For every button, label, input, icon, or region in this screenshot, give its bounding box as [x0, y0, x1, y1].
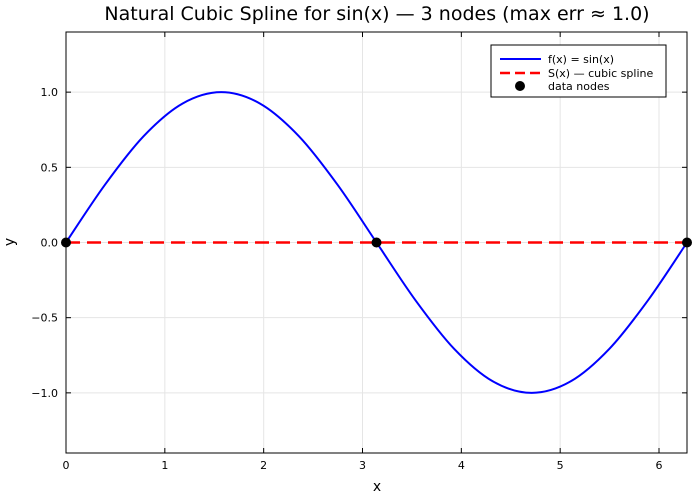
chart-title: Natural Cubic Spline for sin(x) — 3 node… — [104, 3, 649, 25]
x-tick-label: 3 — [359, 459, 366, 472]
y-axis-label: y — [2, 238, 18, 246]
data-node-marker — [371, 237, 382, 248]
y-tick-label: 0.5 — [41, 161, 59, 174]
x-tick-label: 5 — [557, 459, 564, 472]
x-tick-label: 2 — [260, 459, 267, 472]
x-tick-label: 0 — [63, 459, 70, 472]
legend-swatch-nodes — [515, 81, 525, 91]
y-tick-label: 1.0 — [41, 86, 59, 99]
y-tick-label: 0.0 — [41, 237, 59, 250]
x-axis-label: x — [373, 479, 381, 495]
y-tick-label: −0.5 — [31, 312, 58, 325]
legend-label-nodes: data nodes — [548, 80, 610, 93]
legend-label-sin: f(x) = sin(x) — [548, 53, 614, 66]
x-tick-label: 6 — [656, 459, 663, 472]
axis-ticks: 0 1 2 3 4 5 6 −1.0 −0.5 0.0 0.5 1.0 — [31, 32, 687, 472]
x-tick-label: 4 — [458, 459, 465, 472]
legend: f(x) = sin(x) S(x) — cubic spline data n… — [490, 44, 667, 98]
x-tick-label: 1 — [161, 459, 168, 472]
y-tick-label: −1.0 — [31, 387, 58, 400]
plot-series — [61, 91, 692, 394]
legend-label-spline: S(x) — cubic spline — [548, 67, 653, 80]
